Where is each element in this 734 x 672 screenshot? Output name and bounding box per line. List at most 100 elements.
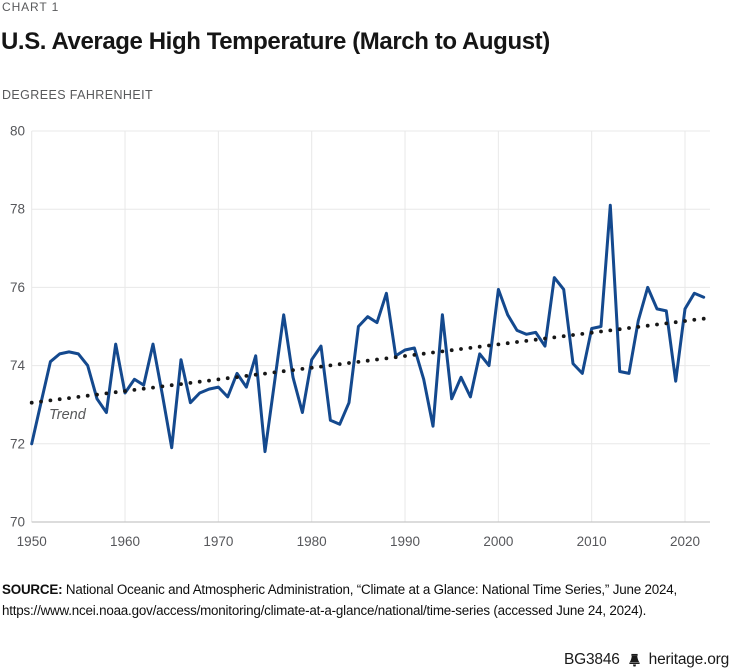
trend-dot [487, 343, 491, 348]
trend-dot [300, 367, 305, 371]
x-tick-label: 1970 [203, 534, 233, 549]
trend-dot [636, 325, 641, 329]
trend-dot [197, 379, 202, 384]
trend-dot [48, 398, 53, 403]
trend-dot [505, 341, 510, 346]
trend-dot [67, 396, 71, 400]
y-tick-label: 70 [10, 515, 25, 530]
trend-dot [571, 333, 575, 337]
x-tick-label: 1950 [17, 534, 47, 549]
trend-dot [431, 350, 435, 355]
trend-dot [440, 349, 445, 354]
trend-dot [281, 369, 286, 374]
trend-dot [39, 399, 43, 404]
trend-dot [412, 353, 417, 357]
trend-dot [207, 378, 211, 383]
trend-dot [543, 336, 547, 341]
trend-dot [375, 357, 379, 362]
trend-dot [179, 382, 183, 386]
site-link: heritage.org [648, 651, 730, 668]
trend-dot [673, 320, 678, 325]
heritage-bell-icon [627, 653, 642, 668]
trend-dot [393, 355, 398, 360]
x-tick-label: 2000 [483, 534, 513, 549]
trend-dot [524, 339, 529, 343]
trend-dot [319, 364, 323, 369]
trend-dot [617, 327, 622, 332]
trend-dot [421, 351, 426, 356]
trend-dot [533, 337, 538, 342]
trend-dot [309, 365, 314, 370]
trend-dot [132, 388, 137, 392]
y-tick-label: 78 [10, 202, 25, 217]
trend-dot [104, 391, 109, 396]
trend-dot [291, 368, 295, 372]
x-tick-label: 2010 [577, 534, 607, 549]
page-title: U.S. Average High Temperature (March to … [1, 28, 550, 55]
y-tick-label: 76 [10, 280, 25, 295]
trend-dot [216, 377, 221, 382]
trend-dot [384, 356, 389, 361]
trend-dot [627, 326, 631, 330]
trend-dot [515, 340, 519, 344]
trend-dot [655, 322, 659, 327]
trend-dot [356, 360, 361, 364]
trend-dot [645, 323, 650, 328]
trend-dot [692, 317, 697, 322]
trend-dot [123, 389, 127, 393]
y-tick-label: 74 [10, 358, 26, 373]
trend-dot [76, 395, 81, 399]
y-axis-units-label: DEGREES FAHRENHEIT [2, 88, 153, 102]
trend-dot [552, 335, 557, 340]
trend-dot [496, 342, 501, 347]
footer: BG3846 heritage.org [564, 651, 729, 669]
trend-dot [608, 328, 613, 333]
trend-dot [160, 384, 165, 389]
trend-dot [683, 319, 687, 323]
trend-dot [169, 383, 174, 388]
trend-dot [449, 348, 454, 353]
trend-dot [225, 376, 230, 381]
trend-dot [253, 372, 258, 377]
source-note: SOURCE: National Oceanic and Atmospheric… [2, 579, 733, 621]
trend-dot [561, 334, 566, 339]
trend-dot [95, 392, 99, 397]
x-tick-label: 2020 [670, 534, 700, 549]
trend-dot [151, 385, 155, 390]
trend-dot [328, 363, 333, 368]
trend-dot [235, 375, 239, 379]
trend-dot [664, 321, 669, 326]
trend-dot [337, 362, 342, 367]
trend-dot [263, 371, 267, 376]
x-tick-label: 1990 [390, 534, 420, 549]
trend-dot [244, 374, 249, 378]
trend-dot [272, 370, 277, 375]
trend-dot [403, 354, 407, 358]
trend-dot [188, 381, 193, 385]
trend-dot [141, 386, 146, 391]
source-label: SOURCE: [2, 582, 63, 597]
trend-dot [589, 330, 594, 335]
trend-label: Trend [49, 407, 87, 423]
source-text: National Oceanic and Atmospheric Adminis… [2, 582, 677, 618]
x-tick-label: 1980 [297, 534, 327, 549]
y-tick-label: 72 [10, 436, 25, 451]
trend-dot [113, 390, 118, 395]
trend-dot [85, 393, 90, 398]
trend-dot [477, 344, 482, 349]
chart-kicker: CHART 1 [2, 0, 60, 14]
trend-dot [347, 361, 351, 365]
trend-dot [599, 329, 603, 334]
trend-dot [468, 346, 473, 350]
y-tick-label: 80 [10, 124, 25, 139]
report-id: BG3846 [563, 651, 620, 668]
trend-dot [365, 358, 370, 363]
trend-dot [701, 316, 706, 321]
trend-dot [29, 400, 34, 405]
trend-dot [57, 397, 62, 402]
temperature-line [30, 203, 706, 454]
trend-dot [459, 347, 463, 351]
